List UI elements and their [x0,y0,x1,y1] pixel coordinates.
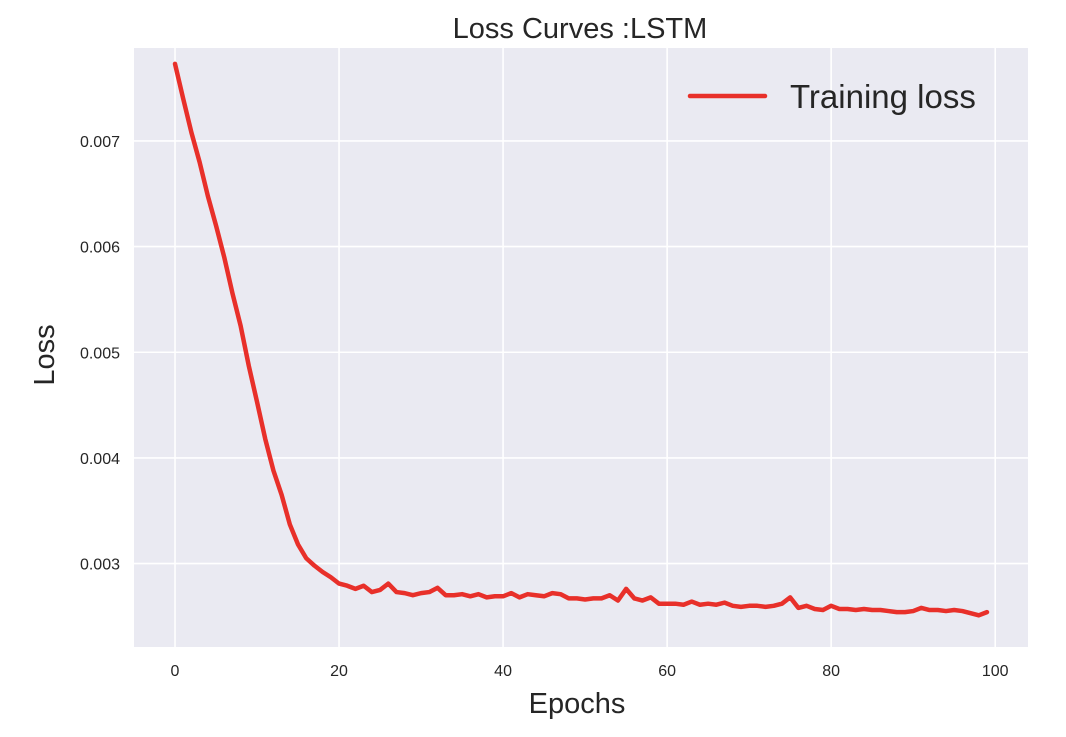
x-tick-labels: 0 20 40 60 80 100 [171,663,1009,680]
y-tick-labels: 0.003 0.004 0.005 0.006 0.007 [80,134,120,574]
x-tick-label: 80 [822,663,840,680]
x-tick-label: 60 [658,663,676,680]
y-axis-label: Loss [29,324,61,385]
series-layer [172,61,990,618]
plot-area [134,48,1028,647]
x-tick-label: 0 [171,663,180,680]
legend: Training loss [687,78,976,115]
chart-title: Loss Curves :LSTM [453,13,708,45]
y-tick-label: 0.007 [80,134,120,151]
y-tick-label: 0.003 [80,557,120,574]
grid-lines [134,48,1028,647]
y-tick-label: 0.005 [80,345,120,362]
x-tick-label: 100 [982,663,1009,680]
x-tick-label: 20 [330,663,348,680]
x-axis-label: Epochs [529,688,626,720]
y-tick-label: 0.006 [80,240,120,257]
y-tick-label: 0.004 [80,451,120,468]
legend-label: Training loss [790,78,976,115]
x-tick-label: 40 [494,663,512,680]
series-line-training-loss [172,61,990,618]
